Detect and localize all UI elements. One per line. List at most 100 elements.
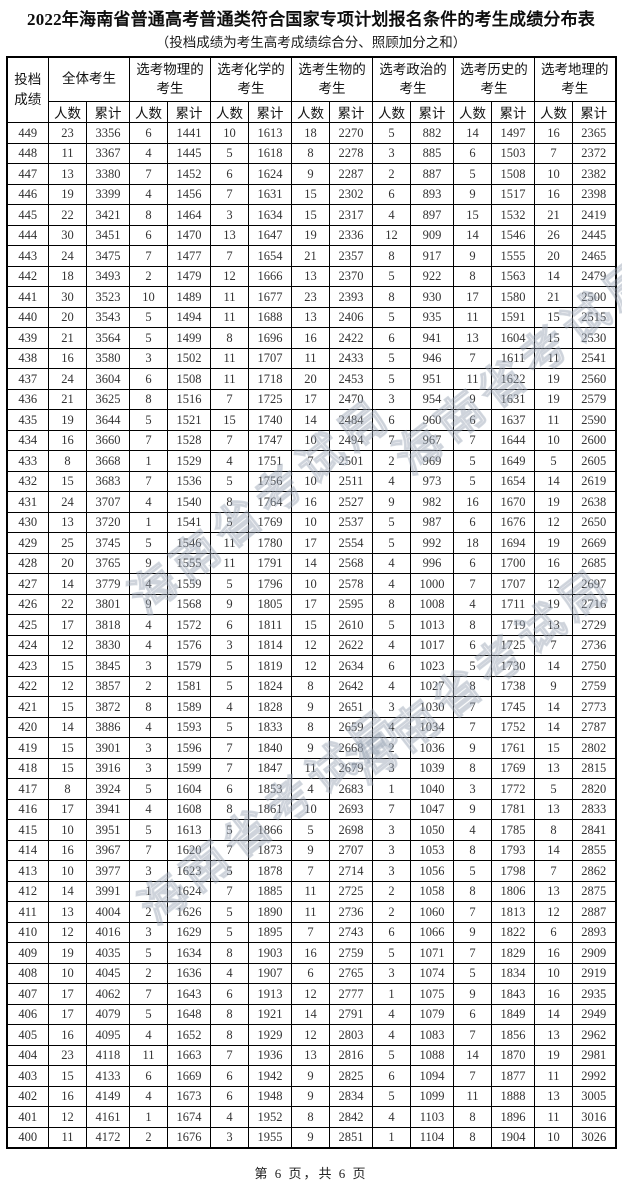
value-cell: 1050	[410, 819, 454, 841]
value-cell: 1877	[491, 1065, 535, 1087]
value-cell: 5	[372, 532, 411, 554]
table-row: 448 11 3367 4 1445 5 1618 8 2278 3 885 6 1503 7 2372	[6, 142, 616, 164]
value-cell: 1669	[167, 1065, 211, 1087]
table-row: 449 23 3356 6 1441 10 1613 18 2270 5 882 14 1497 16 23…	[6, 122, 616, 144]
table-row: 416 17 3941 4 1608 8 1861 10 2693 7 1047 9 1781 13 283…	[6, 798, 616, 820]
value-cell: 6	[129, 368, 168, 390]
value-cell: 15	[291, 614, 330, 636]
value-cell: 1099	[410, 1085, 454, 1107]
value-cell: 5	[453, 450, 492, 472]
value-cell: 7	[453, 1065, 492, 1087]
column-header-count: 人数	[210, 101, 249, 123]
value-cell: 1452	[167, 163, 211, 185]
value-cell: 11	[534, 1106, 573, 1128]
value-cell: 12	[534, 511, 573, 533]
value-cell: 4	[372, 634, 411, 656]
table-row: 431 24 3707 4 1540 8 1764 16 2527 9 982 16 1670 19 263…	[6, 491, 616, 513]
table-row: 444 30 3451 6 1470 13 1647 19 2336 12 909 14 1546 26 2…	[6, 224, 616, 246]
value-cell: 5	[210, 511, 249, 533]
value-cell: 8	[372, 593, 411, 615]
value-cell: 5	[372, 368, 411, 390]
value-cell: 1824	[248, 675, 292, 697]
value-cell: 2382	[572, 163, 616, 185]
value-cell: 3	[372, 757, 411, 779]
column-header-cumulative: 累计	[572, 101, 616, 123]
value-cell: 6	[372, 409, 411, 431]
value-cell: 19	[534, 388, 573, 410]
score-cell: 425	[6, 614, 49, 636]
value-cell: 26	[534, 224, 573, 246]
column-group-history: 选考历史的 考生	[453, 56, 535, 102]
value-cell: 24	[48, 368, 87, 390]
value-cell: 2270	[329, 122, 373, 144]
value-cell: 7	[129, 470, 168, 492]
value-cell: 4	[453, 819, 492, 841]
value-cell: 1885	[248, 880, 292, 902]
value-cell: 2875	[572, 880, 616, 902]
value-cell: 14	[534, 696, 573, 718]
table-body: 449 23 3356 6 1441 10 1613 18 2270 5 882 14 1497 16 23…	[6, 122, 616, 1149]
value-cell: 2610	[329, 614, 373, 636]
score-cell: 420	[6, 716, 49, 738]
value-cell: 12	[291, 655, 330, 677]
score-cell: 408	[6, 962, 49, 984]
value-cell: 3745	[86, 532, 130, 554]
table-row: 436 21 3625 8 1516 7 1725 17 2470 3 954 9 1631 19 2579	[6, 388, 616, 410]
value-cell: 6	[453, 511, 492, 533]
value-cell: 13	[291, 265, 330, 287]
value-cell: 3604	[86, 368, 130, 390]
value-cell: 18	[48, 265, 87, 287]
value-cell: 10	[48, 962, 87, 984]
column-header-count: 人数	[372, 101, 411, 123]
table-row: 435 19 3644 5 1521 15 1740 14 2484 6 960 6 1637 11 259…	[6, 409, 616, 431]
value-cell: 941	[410, 327, 454, 349]
value-cell: 1071	[410, 942, 454, 964]
value-cell: 2803	[329, 1024, 373, 1046]
value-cell: 1929	[248, 1024, 292, 1046]
value-cell: 1591	[491, 306, 535, 328]
value-cell: 1441	[167, 122, 211, 144]
value-cell: 1870	[491, 1044, 535, 1066]
value-cell: 954	[410, 388, 454, 410]
value-cell: 1833	[248, 716, 292, 738]
table-row: 421 15 3872 8 1589 4 1828 9 2651 3 1030 7 1745 14 2773	[6, 696, 616, 718]
column-header-count: 人数	[453, 101, 492, 123]
value-cell: 1913	[248, 983, 292, 1005]
table-row: 403 15 4133 6 1669 6 1942 9 2825 6 1094 7 1877 11 2992	[6, 1065, 616, 1087]
value-cell: 3026	[572, 1126, 616, 1149]
value-cell: 3	[210, 204, 249, 226]
value-cell: 6	[372, 921, 411, 943]
value-cell: 5	[129, 778, 168, 800]
value-cell: 2	[372, 450, 411, 472]
value-cell: 17	[48, 614, 87, 636]
value-cell: 2750	[572, 655, 616, 677]
table-row: 419 15 3901 3 1596 7 1840 9 2668 2 1036 9 1761 15 2802	[6, 737, 616, 759]
page-title: 2022年海南省普通高考普通类符合国家专项计划报名条件的考生成绩分布表	[27, 10, 595, 29]
value-cell: 10	[48, 860, 87, 882]
value-cell: 3564	[86, 327, 130, 349]
value-cell: 11	[534, 347, 573, 369]
value-cell: 1761	[491, 737, 535, 759]
value-cell: 10	[291, 470, 330, 492]
value-cell: 2650	[572, 511, 616, 533]
score-cell: 413	[6, 860, 49, 882]
value-cell: 4161	[86, 1106, 130, 1128]
value-cell: 2	[129, 901, 168, 923]
score-cell: 431	[6, 491, 49, 513]
column-group-biology: 选考生物的 考生	[291, 56, 373, 102]
score-cell: 414	[6, 839, 49, 861]
value-cell: 1103	[410, 1106, 454, 1128]
value-cell: 3	[129, 860, 168, 882]
value-cell: 1670	[491, 491, 535, 513]
score-cell: 430	[6, 511, 49, 533]
score-cell: 426	[6, 593, 49, 615]
value-cell: 1622	[491, 368, 535, 390]
table-row: 434 16 3660 7 1528 7 1747 10 2494 7 967 7 1644 10 2600	[6, 429, 616, 451]
value-cell: 1546	[491, 224, 535, 246]
value-cell: 2820	[572, 778, 616, 800]
value-cell: 10	[291, 798, 330, 820]
value-cell: 2530	[572, 327, 616, 349]
value-cell: 2668	[329, 737, 373, 759]
value-cell: 1663	[167, 1044, 211, 1066]
value-cell: 9	[291, 1085, 330, 1107]
